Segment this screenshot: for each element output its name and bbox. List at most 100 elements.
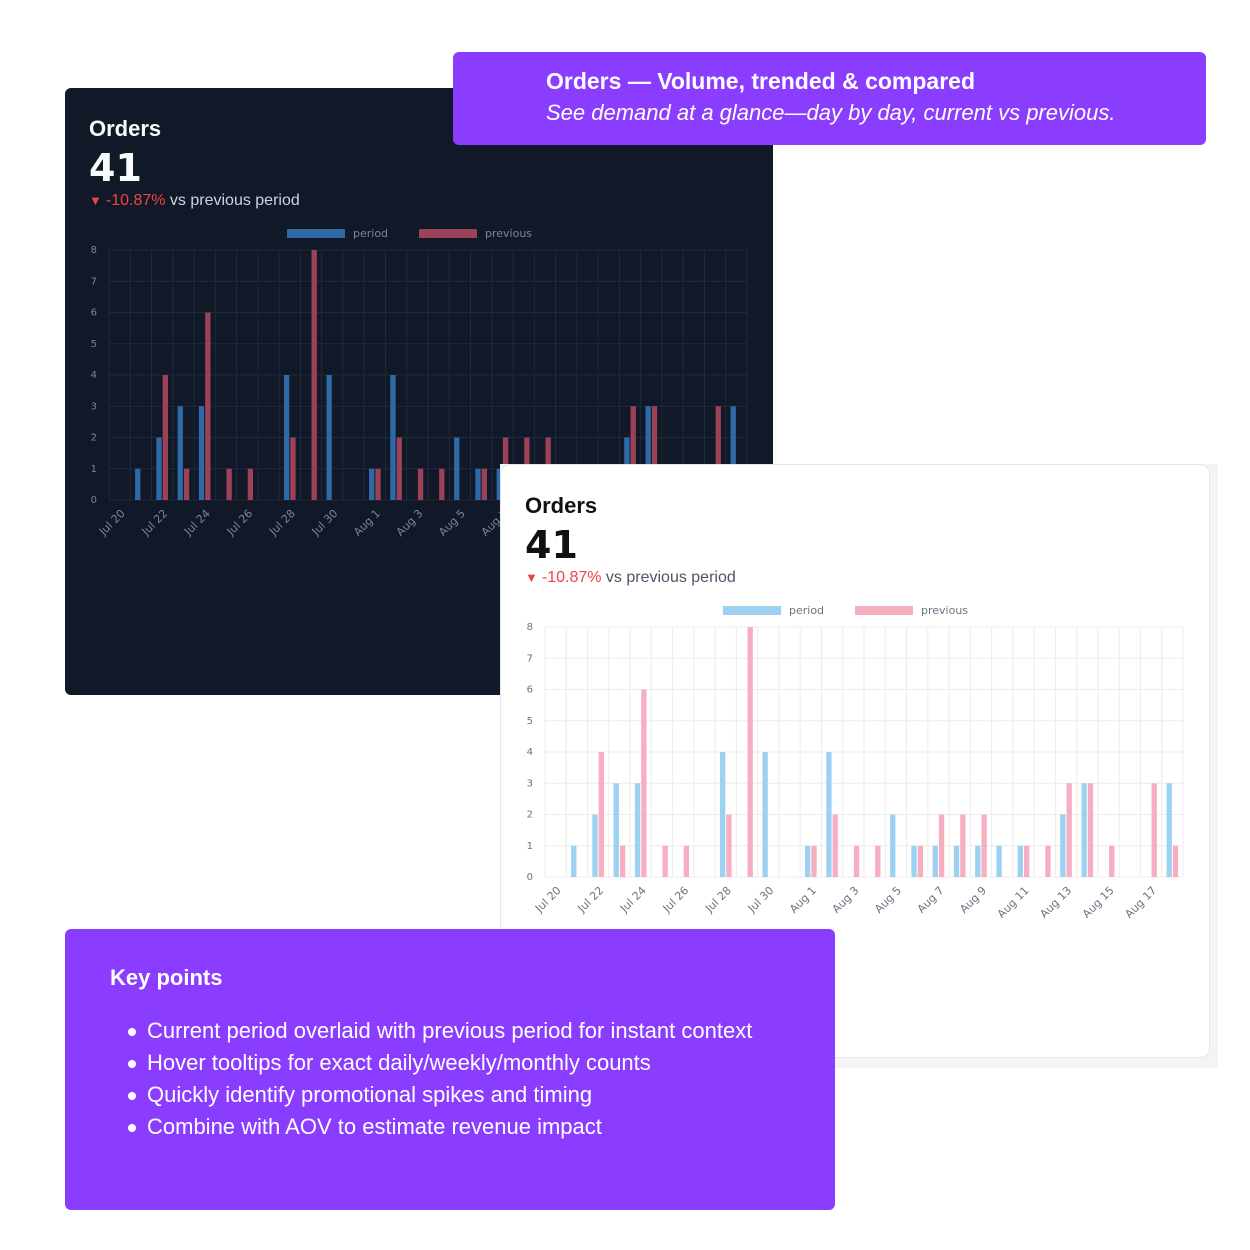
bar-previous [417,468,424,500]
banner-title: Orders — Volume, trended & compared [546,68,976,94]
bar-period [975,845,981,877]
bar-previous [651,406,658,500]
bar-previous [162,375,168,500]
x-tick-label: Jul 22 [139,507,171,539]
x-tick-label: Aug 15 [1080,884,1117,921]
y-tick-label: 7 [527,653,533,664]
key-points-list: Current period overlaid with previous pe… [127,1015,752,1143]
bar-previous [715,406,721,500]
bar-previous [960,814,966,877]
x-tick-label: Jul 28 [266,507,298,539]
bar-period [1060,814,1066,877]
bar-period [996,845,1002,877]
key-points-title: Key points [110,965,223,990]
bar-period [475,468,481,500]
x-tick-label: Aug 7 [915,884,947,916]
x-tick-label: Jul 30 [309,507,341,539]
delta-percent: -10.87% [541,569,602,586]
y-tick-label: 8 [527,622,533,633]
bar-previous [290,437,296,500]
down-arrow-icon: ▼ [525,570,538,585]
bar-period [730,406,736,500]
x-tick-label: Jul 28 [702,884,734,916]
bar-previous [311,250,317,500]
x-tick-label: Aug 3 [830,884,862,916]
x-tick-label: Aug 3 [394,507,426,539]
bar-previous [1109,845,1115,877]
key-point-item: Combine with AOV to estimate revenue imp… [127,1111,752,1143]
bar-period [1017,845,1023,877]
bar-previous [183,468,190,500]
x-tick-label: Aug 11 [995,884,1032,921]
bar-previous [938,814,945,877]
bar-period [369,468,375,500]
bar-period [1166,783,1172,877]
key-point-item: Quickly identify promotional spikes and … [127,1079,752,1111]
bar-previous [375,468,381,500]
bar-previous [1045,845,1051,877]
legend-label-period: period [789,604,824,617]
bar-period [283,375,290,500]
y-tick-label: 5 [91,339,97,350]
bar-period [762,752,768,877]
bar-previous [875,845,881,877]
bar-period [177,406,183,500]
bar-period [1081,783,1087,877]
orders-count: 41 [89,146,142,190]
bar-period [326,375,332,500]
x-tick-label: Jul 20 [532,884,564,916]
bar-previous [630,406,636,500]
bar-period [826,752,832,877]
banner-subtitle: See demand at a glance—day by day, curre… [546,100,1116,125]
y-tick-label: 5 [527,716,533,727]
bar-period [805,845,811,877]
bar-period [454,437,460,500]
bar-previous [619,845,626,877]
bar-period [135,468,141,500]
bar-period [571,845,577,877]
y-tick-label: 6 [527,685,533,696]
key-point-item: Current period overlaid with previous pe… [127,1015,752,1047]
bar-period [613,783,619,877]
bar-period [592,814,598,877]
x-tick-label: Aug 5 [872,884,904,916]
delta-label: vs previous period [165,192,300,209]
y-tick-label: 1 [91,464,97,475]
bar-previous [205,312,211,500]
delta-percent: -10.87% [105,192,166,209]
bar-previous [396,437,402,500]
bar-previous [662,845,668,877]
bar-period [496,468,502,500]
bar-previous [853,845,860,877]
orders-count: 41 [525,523,578,567]
delta-line: ▼ -10.87% vs previous period [525,569,736,587]
legend-swatch-previous [855,606,913,615]
legend-label-period: period [353,227,388,240]
bar-period [890,814,896,877]
bar-period [198,406,205,500]
y-tick-label: 6 [91,308,97,319]
bar-period [634,783,641,877]
legend-swatch-previous [419,229,477,238]
bar-previous [1066,783,1072,877]
bar-previous [1172,845,1179,877]
down-arrow-icon: ▼ [89,193,102,208]
bar-previous [641,689,647,877]
x-tick-label: Jul 20 [96,507,128,539]
legend-swatch-period [287,229,345,238]
x-tick-label: Aug 5 [436,507,468,539]
key-point-item: Hover tooltips for exact daily/weekly/mo… [127,1047,752,1079]
bar-previous [981,814,987,877]
y-tick-label: 0 [527,872,533,883]
x-tick-label: Aug 17 [1122,884,1159,921]
x-tick-label: Jul 26 [660,884,692,916]
bar-previous [1024,845,1030,877]
bar-period [719,752,726,877]
bar-previous [683,845,690,877]
bar-previous [811,845,817,877]
y-tick-label: 1 [527,841,533,852]
y-tick-label: 4 [527,747,533,758]
bar-previous [1087,783,1094,877]
orders-bar-chart-light[interactable]: 0 1 2 3 4 5 6 7 8 Jul 20 Jul 22 Jul 24 Jul 26 Jul 28 J… [501,465,1209,1057]
